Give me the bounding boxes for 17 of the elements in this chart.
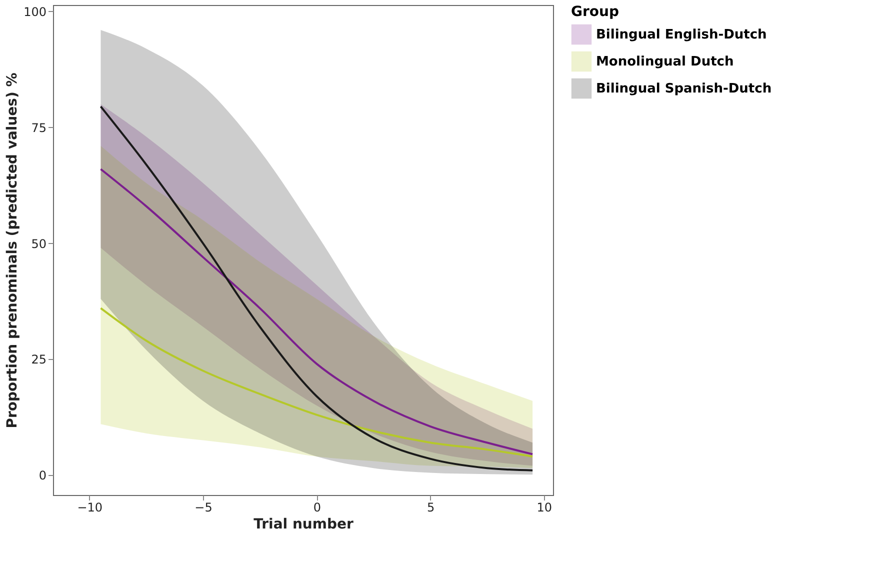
x-tick-label: 5	[426, 500, 435, 514]
y-tick-label: 100	[24, 4, 46, 19]
x-tick-label: 10	[536, 500, 552, 514]
y-tick-label: 50	[31, 236, 46, 251]
legend-title: Group	[571, 4, 620, 20]
x-axis-title: Trial number	[254, 516, 354, 532]
x-tick-label: −5	[194, 500, 212, 514]
legend-label: Bilingual Spanish-Dutch	[596, 82, 772, 96]
y-tick-label: 25	[31, 352, 46, 367]
line-series	[100, 307, 534, 458]
y-tick-label: 0	[38, 468, 46, 483]
legend-label: Monolingual Dutch	[596, 54, 734, 70]
x-tick-label: −10	[77, 500, 103, 514]
y-tick-label: 75	[31, 120, 46, 135]
y-axis-title: Proportion prenominals (predicted values) %	[4, 72, 21, 428]
x-tick-label: 0	[313, 500, 321, 514]
legend-label: Bilingual English-Dutch	[596, 28, 767, 42]
